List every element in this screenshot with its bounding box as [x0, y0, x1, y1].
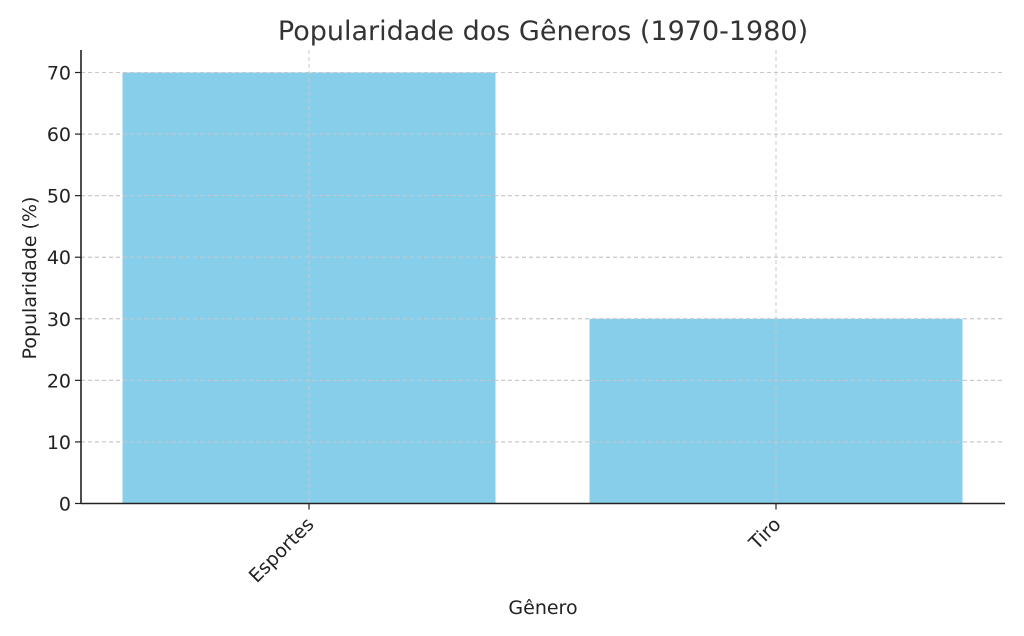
bars	[122, 72, 963, 504]
y-tick-label: 10	[47, 432, 71, 454]
y-tick-label: 0	[59, 494, 71, 516]
chart-title: Popularidade dos Gêneros (1970-1980)	[278, 16, 808, 47]
y-tick-label: 70	[47, 63, 71, 85]
y-tick-label: 60	[47, 124, 71, 146]
x-axis-label: Gênero	[508, 597, 577, 619]
axes	[80, 50, 1005, 505]
y-tick-label: 40	[47, 247, 71, 269]
y-tick-label: 20	[47, 370, 71, 392]
y-tick-label: 30	[47, 309, 71, 331]
x-tick-label-esportes: Esportes	[245, 513, 319, 587]
x-axis-ticks: Esportes Tiro	[245, 503, 786, 587]
x-tick-label-tiro: Tiro	[744, 513, 785, 554]
y-axis-ticks: 0 10 20 30 40 50 60 70	[47, 63, 81, 516]
grid-overlay	[81, 50, 1005, 504]
y-tick-label: 50	[47, 186, 71, 208]
y-axis-label: Popularidade (%)	[19, 197, 41, 360]
